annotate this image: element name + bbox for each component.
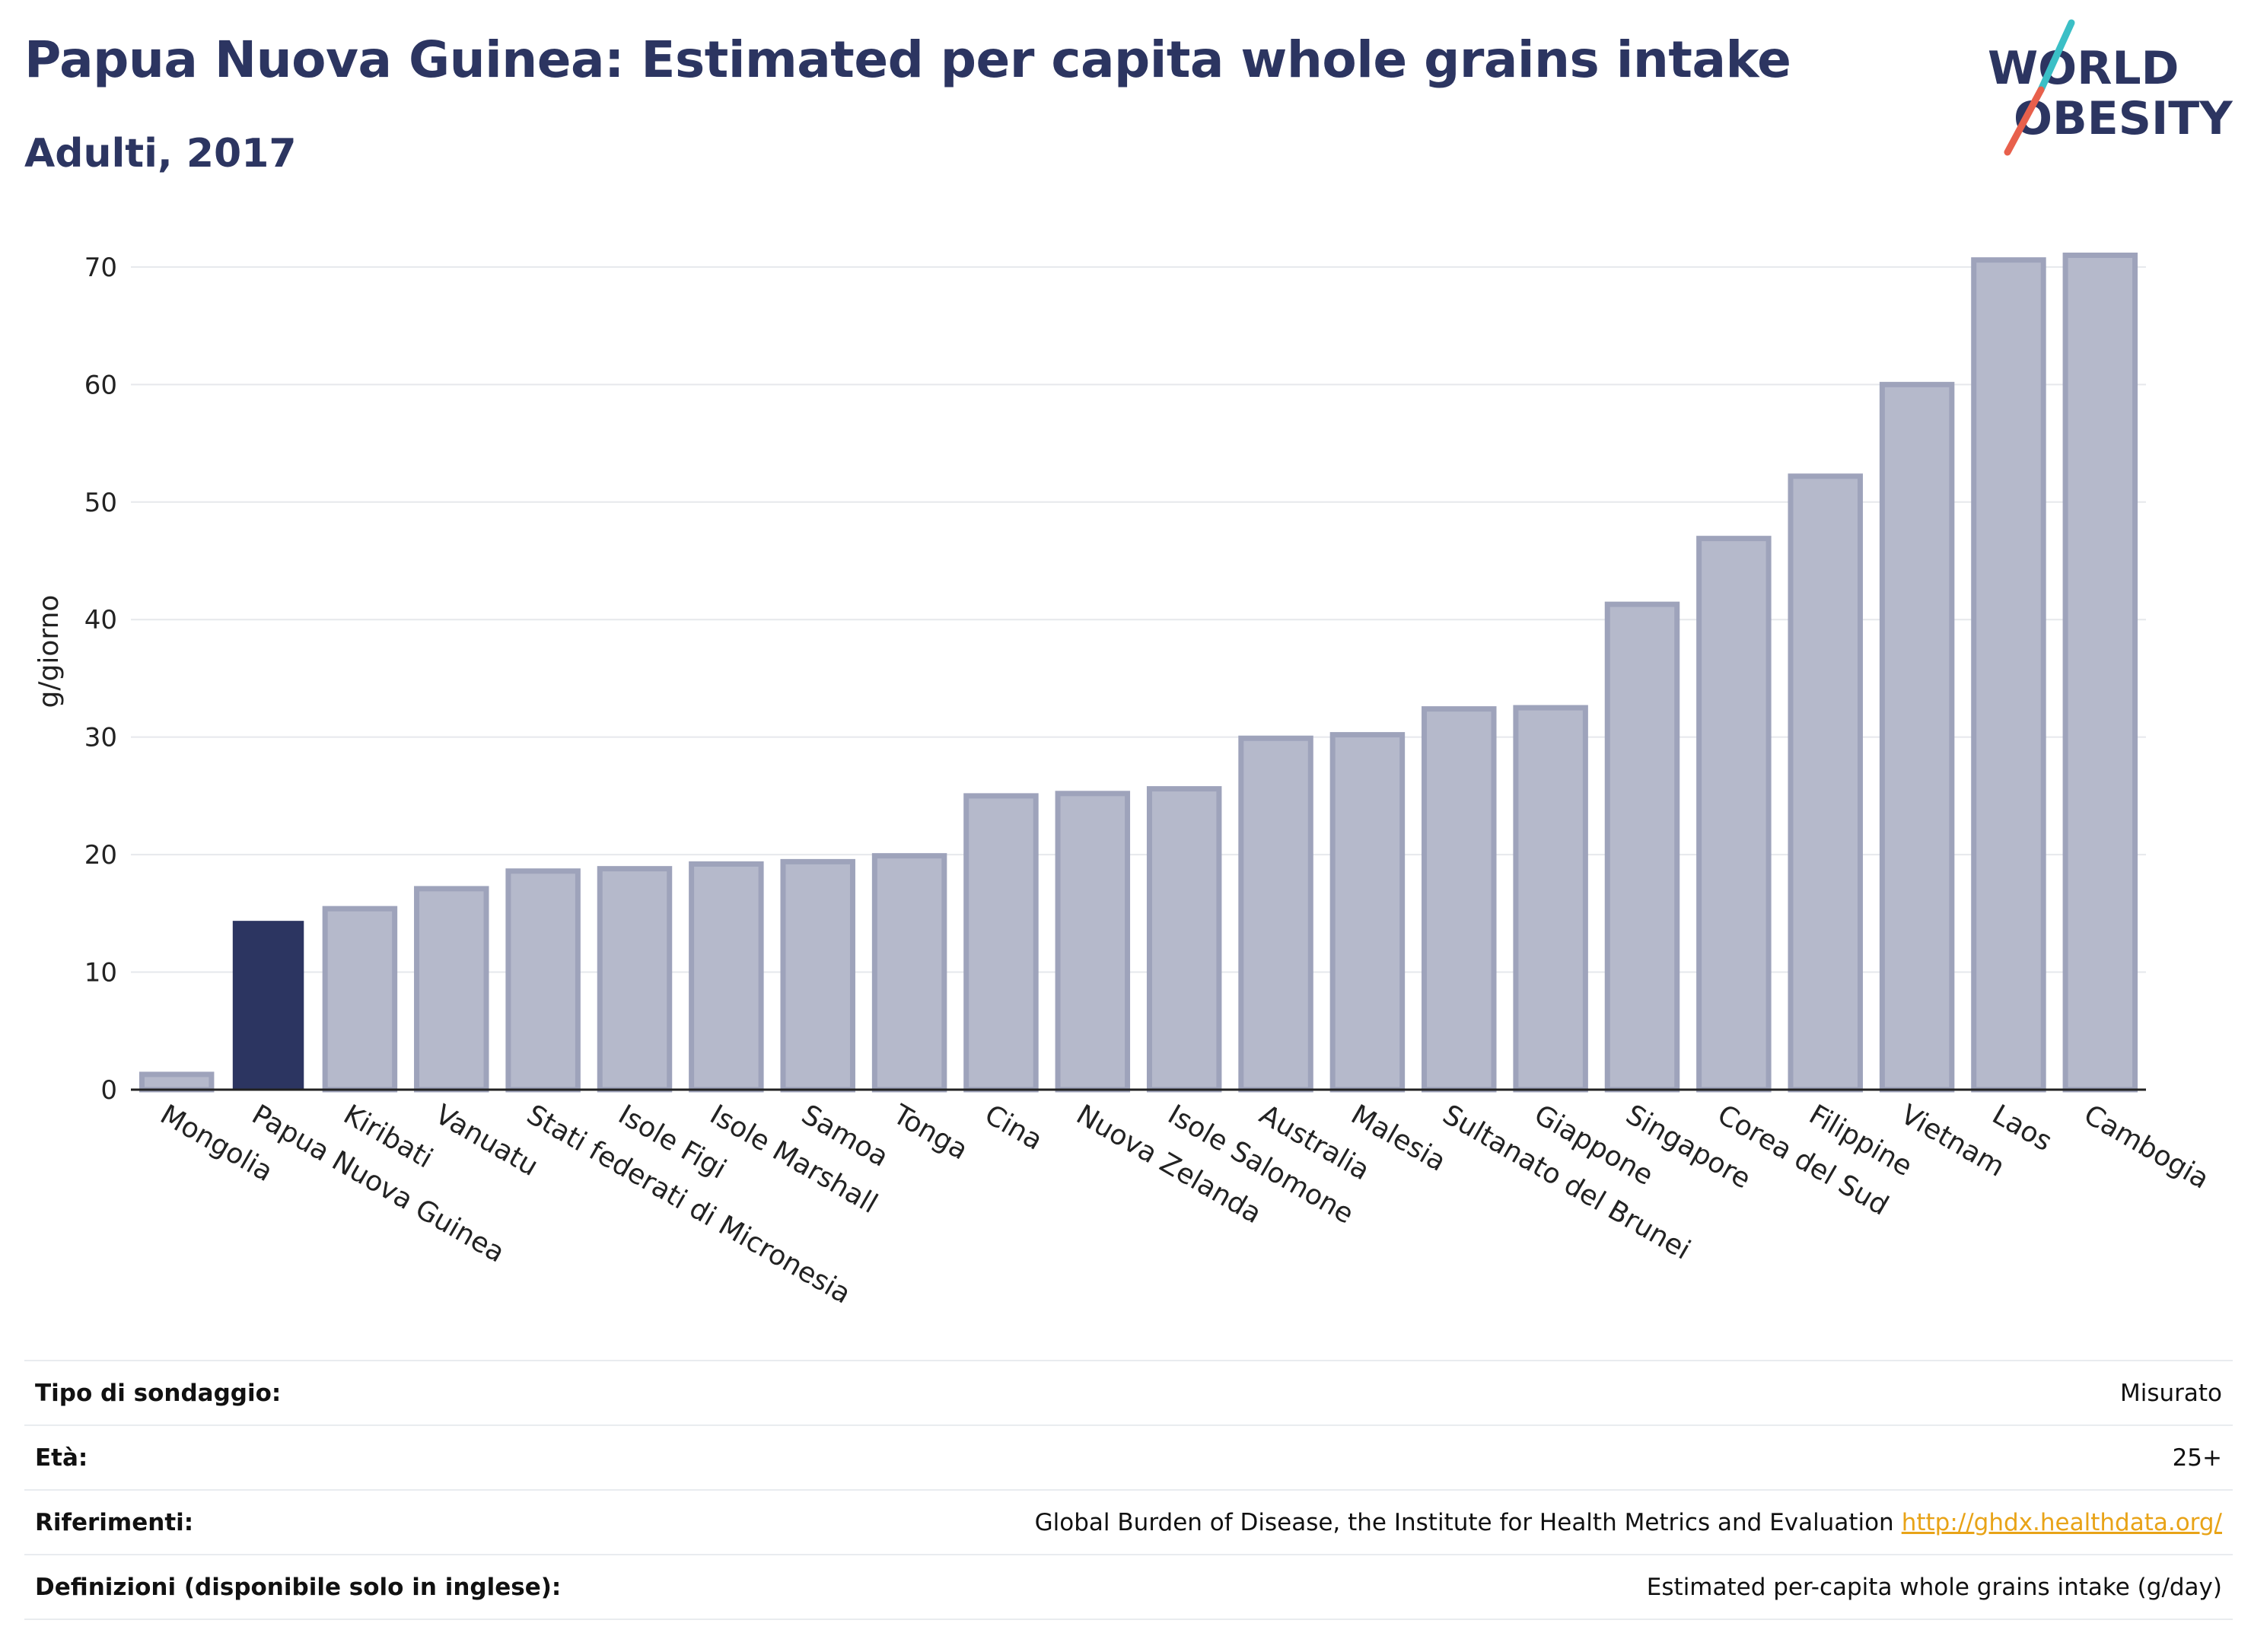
info-label: Riferimenti: bbox=[35, 1508, 194, 1536]
y-tick-label: 20 bbox=[84, 840, 117, 871]
logo-slash-teal bbox=[2037, 19, 2075, 94]
bar-cina bbox=[963, 793, 1039, 1093]
logo-slash-red bbox=[2004, 86, 2045, 156]
bar-filippine bbox=[1788, 473, 1863, 1093]
bar-vietnam bbox=[1879, 381, 1955, 1093]
x-tick-label: Cambogia bbox=[2078, 1099, 2214, 1195]
bar-samoa bbox=[780, 858, 855, 1093]
info-label: Età: bbox=[35, 1444, 88, 1472]
info-label: Tipo di sondaggio: bbox=[35, 1379, 282, 1407]
bar-tonga bbox=[871, 853, 947, 1093]
info-row-age: Età: 25+ bbox=[24, 1424, 2233, 1489]
page-subtitle: Adulti, 2017 bbox=[24, 131, 297, 177]
info-value: Misurato bbox=[2119, 1379, 2222, 1407]
y-tick-label: 30 bbox=[84, 723, 117, 753]
bar-laos bbox=[1971, 257, 2046, 1093]
info-row-references: Riferimenti: Global Burden of Disease, t… bbox=[24, 1489, 2233, 1554]
y-tick-label: 50 bbox=[84, 488, 117, 518]
info-row-survey-type: Tipo di sondaggio: Misurato bbox=[24, 1360, 2233, 1424]
bar-isole-marshall bbox=[689, 861, 764, 1093]
bar-mongolia bbox=[138, 1071, 215, 1093]
bar-isole-salomone bbox=[1146, 786, 1222, 1093]
world-obesity-logo: WORLD OBESITY bbox=[1986, 19, 2237, 158]
bar-papua-nuova-guinea bbox=[232, 921, 304, 1090]
info-label: Definizioni (disponibile solo in inglese… bbox=[35, 1573, 562, 1601]
page-title: Papua Nuova Guinea: Estimated per capita… bbox=[24, 30, 1791, 89]
info-row-definitions: Definizioni (disponibile solo in inglese… bbox=[24, 1554, 2233, 1620]
info-value: Estimated per-capita whole grains intake… bbox=[1646, 1573, 2222, 1601]
bar-vanuatu bbox=[414, 886, 489, 1093]
bar-nuova-zelanda bbox=[1055, 791, 1131, 1093]
logo-text-world: WORLD bbox=[1988, 42, 2179, 95]
y-tick-label: 40 bbox=[84, 605, 117, 635]
bar-giappone bbox=[1513, 705, 1588, 1093]
info-value-references: Global Burden of Disease, the Institute … bbox=[1035, 1509, 2233, 1536]
y-tick-label: 70 bbox=[84, 253, 117, 283]
bar-isole-figi bbox=[597, 866, 673, 1093]
y-tick-label: 0 bbox=[100, 1075, 117, 1106]
y-axis-label: g/giorno bbox=[33, 595, 65, 708]
logo-text-obesity: OBESITY bbox=[2014, 92, 2233, 145]
bar-corea-del-sud bbox=[1696, 536, 1772, 1093]
bars bbox=[138, 252, 2138, 1093]
x-tick-label: Tonga bbox=[887, 1099, 973, 1167]
reference-link[interactable]: http://ghdx.healthdata.org/ bbox=[1901, 1508, 2222, 1536]
y-axis-ticks: 0 10 20 30 40 50 60 70 bbox=[84, 253, 117, 1106]
y-tick-label: 10 bbox=[84, 958, 117, 988]
bar-kiribati bbox=[322, 906, 398, 1093]
bar-sultanato-del-brunei bbox=[1422, 706, 1497, 1093]
info-table: Tipo di sondaggio: Misurato Età: 25+ Rif… bbox=[24, 1360, 2233, 1620]
bar-stati-federati-di-micronesia bbox=[505, 868, 581, 1093]
x-tick-label: Vanuatu bbox=[430, 1099, 543, 1183]
bar-cambogia bbox=[2062, 252, 2138, 1093]
x-tick-label: Cina bbox=[979, 1099, 1048, 1157]
bar-malesia bbox=[1329, 732, 1406, 1093]
x-tick-label: Vietnam bbox=[1896, 1099, 2010, 1183]
logo-graphic: WORLD OBESITY bbox=[1988, 19, 2233, 156]
bar-singapore bbox=[1604, 601, 1680, 1093]
info-value: 25+ bbox=[2172, 1444, 2222, 1472]
y-tick-label: 60 bbox=[84, 370, 117, 400]
reference-text: Global Burden of Disease, the Institute … bbox=[1034, 1508, 1894, 1536]
bar-australia bbox=[1238, 735, 1313, 1093]
